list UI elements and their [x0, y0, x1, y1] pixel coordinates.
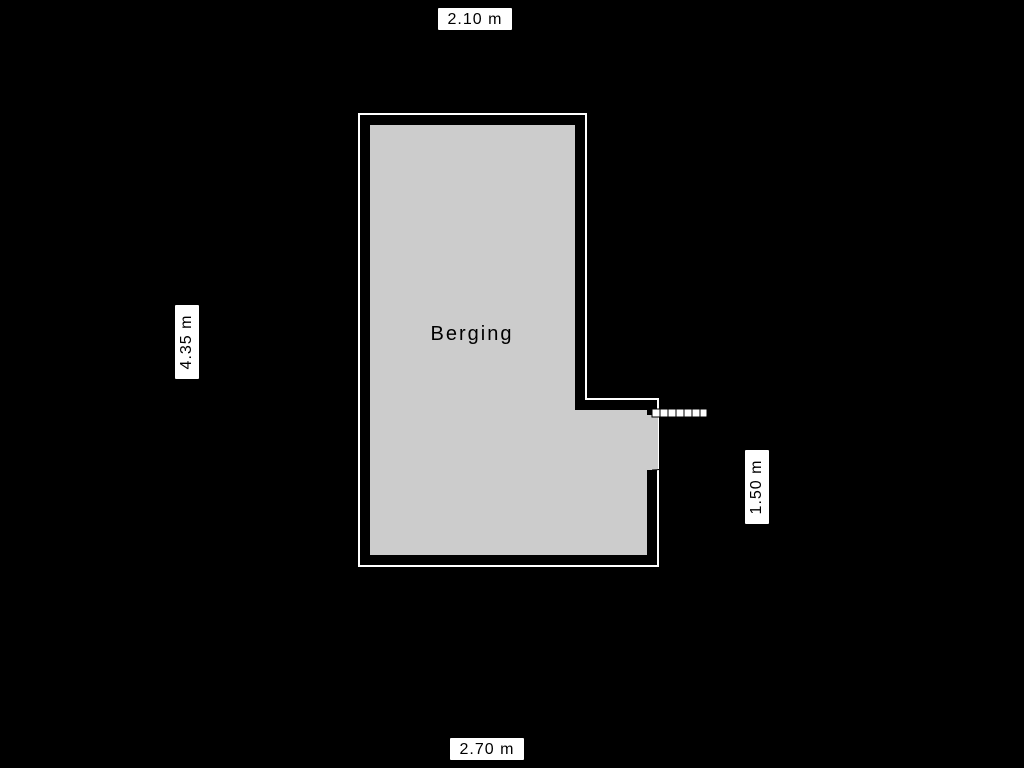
- dimension-left: 4.35 m: [175, 303, 199, 381]
- room-label: Berging: [431, 323, 514, 345]
- dimension-top: 2.10 m: [436, 8, 514, 30]
- dimension-right: 1.50 m: [745, 448, 769, 526]
- door-swing-arc: [652, 415, 707, 470]
- dimension-left-label: 4.35 m: [178, 315, 195, 370]
- floorplan-canvas: Berging 2.10 m 2.70 m 4.35 m 1.50 m: [0, 0, 1024, 768]
- dimension-bottom: 2.70 m: [448, 738, 526, 760]
- dimension-bottom-label: 2.70 m: [460, 741, 515, 758]
- dimension-top-label: 2.10 m: [448, 11, 503, 28]
- dimension-right-label: 1.50 m: [748, 460, 765, 515]
